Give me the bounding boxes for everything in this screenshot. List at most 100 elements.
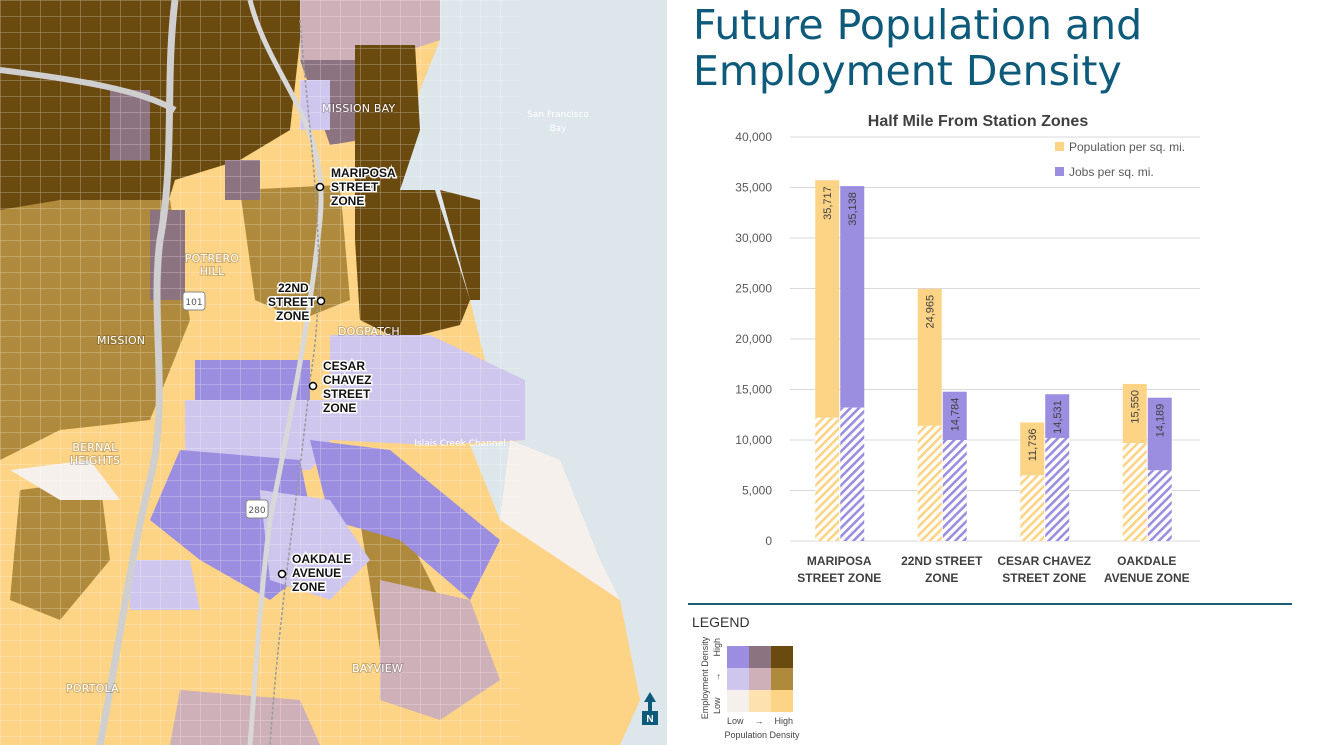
density-map[interactable]: 101 280 MISSION BAY POTRERO HILL MISSION … bbox=[0, 0, 667, 745]
data-label-0-0: 35,717 bbox=[822, 186, 834, 220]
chart-title: Half Mile From Station Zones bbox=[868, 113, 1089, 130]
bar-future-1-0 bbox=[840, 186, 865, 408]
north-arrow-label: N bbox=[646, 714, 653, 725]
legend-population-density-label: Population Density bbox=[724, 730, 800, 740]
y-tick-label: 5,000 bbox=[742, 484, 772, 498]
bar-future-1-3 bbox=[1147, 397, 1172, 471]
page-title: Future Population and Employment Density bbox=[693, 1, 1143, 95]
neighborhood-label-bernal-heights: BERNAL HEIGHTS bbox=[70, 441, 120, 467]
north-arrow-icon: N bbox=[642, 692, 658, 725]
station-22nd-street[interactable]: 22ND STREET ZONE bbox=[267, 280, 326, 325]
legend-cell bbox=[749, 668, 771, 690]
bar-existing-0-3 bbox=[1122, 443, 1147, 541]
legend-cell bbox=[749, 690, 771, 712]
neighborhood-label-bayview: BAYVIEW bbox=[352, 662, 403, 675]
bivariate-legend-grid bbox=[727, 646, 793, 712]
legend-y-high: High bbox=[712, 638, 722, 657]
data-label-1-2: 14,531 bbox=[1052, 400, 1064, 434]
category-label-0-line2: STREET ZONE bbox=[797, 571, 881, 585]
highway-80 bbox=[0, 67, 177, 113]
legend-cell bbox=[771, 668, 793, 690]
bar-existing-0-1 bbox=[917, 425, 942, 541]
chart-legend: Population per sq. mi. Jobs per sq. mi. bbox=[1055, 140, 1185, 179]
bar-future-0-2 bbox=[1020, 422, 1045, 476]
station-marker-icon[interactable] bbox=[308, 381, 318, 391]
data-label-0-3: 15,550 bbox=[1130, 390, 1142, 424]
bar-existing-1-1 bbox=[942, 440, 967, 541]
bar-existing-1-2 bbox=[1045, 437, 1070, 541]
legend-y-arrow: → bbox=[712, 672, 722, 682]
highway-101 bbox=[96, 0, 179, 745]
bar-future-1-1 bbox=[942, 391, 967, 440]
chart-canvas: Half Mile From Station Zones 0 5,000 10,00… bbox=[735, 113, 1200, 585]
station-marker-icon[interactable] bbox=[277, 569, 287, 579]
industrial-light bbox=[500, 440, 620, 600]
station-label-oakdale: OAKDALE AVENUE ZONE bbox=[292, 552, 351, 594]
legend-x-arrow: → bbox=[754, 716, 764, 726]
y-tick-label: 15,000 bbox=[735, 383, 772, 397]
legend-label-population: Population per sq. mi. bbox=[1069, 140, 1185, 154]
category-label-1-line2: ZONE bbox=[925, 571, 958, 585]
station-oakdale[interactable]: OAKDALE AVENUE ZONE bbox=[277, 551, 353, 596]
highway-280-label: 280 bbox=[248, 506, 265, 516]
bar-future-0-1 bbox=[917, 288, 942, 426]
legend-label-jobs: Jobs per sq. mi. bbox=[1069, 165, 1154, 179]
legend-employment-density-label: Employment Density bbox=[700, 636, 710, 720]
neighborhood-label-potrero-hill: POTRERO HILL bbox=[185, 252, 239, 278]
section-divider bbox=[688, 603, 1292, 605]
bar-existing-1-0 bbox=[840, 407, 865, 541]
highway-280-shield bbox=[245, 499, 269, 519]
legend-swatch-population bbox=[1055, 142, 1064, 151]
neighborhood-label-mission-bay: MISSION BAY bbox=[322, 102, 396, 115]
y-tick-label: 20,000 bbox=[735, 332, 772, 346]
legend-x-high: High bbox=[774, 716, 793, 726]
bar-existing-1-3 bbox=[1147, 470, 1172, 541]
bar-existing-0-2 bbox=[1020, 475, 1045, 541]
legend-swatch-jobs bbox=[1055, 167, 1064, 176]
legend-y-low: Low bbox=[712, 697, 722, 714]
legend-y-axis: Low → High bbox=[712, 638, 722, 714]
neighborhood-label-mission: MISSION bbox=[97, 334, 145, 347]
rail-line bbox=[269, 19, 320, 745]
legend-cell bbox=[727, 646, 749, 668]
legend-title: LEGEND bbox=[692, 614, 750, 630]
data-label-1-1: 14,784 bbox=[950, 398, 962, 432]
legend-cell bbox=[749, 646, 771, 668]
highway-101-label: 101 bbox=[185, 298, 202, 308]
legend-x-low: Low bbox=[727, 716, 744, 726]
bar-future-0-0 bbox=[815, 180, 840, 418]
station-label-22nd: 22ND STREET ZONE bbox=[268, 281, 316, 323]
station-marker-icon[interactable] bbox=[316, 296, 326, 306]
station-cesar-chavez[interactable]: CESAR CHAVEZ STREET ZONE bbox=[308, 358, 373, 417]
bar-future-0-3 bbox=[1122, 383, 1147, 444]
station-marker-icon[interactable] bbox=[315, 182, 325, 192]
station-mariposa[interactable]: MARIPOSA STREET ZONE bbox=[315, 165, 398, 210]
y-tick-label: 0 bbox=[765, 534, 772, 548]
station-label-mariposa: MARIPOSA STREET ZONE bbox=[331, 166, 396, 208]
bar-future-1-2 bbox=[1045, 394, 1070, 438]
highway-101-shield bbox=[182, 291, 206, 311]
category-label-2-line2: STREET ZONE bbox=[1002, 571, 1086, 585]
legend-cell bbox=[771, 690, 793, 712]
water-label-bay: San Francisco Bay bbox=[527, 110, 589, 134]
data-label-1-3: 14,189 bbox=[1155, 404, 1167, 438]
y-tick-label: 35,000 bbox=[735, 181, 772, 195]
y-tick-label: 10,000 bbox=[735, 433, 772, 447]
neighborhood-label-dogpatch: DOGPATCH bbox=[338, 325, 400, 338]
category-label-1: 22ND STREET bbox=[901, 554, 983, 568]
station-label-cesar-chavez: CESAR CHAVEZ STREET ZONE bbox=[323, 359, 371, 415]
category-label-2: CESAR CHAVEZ bbox=[997, 554, 1091, 568]
water-label-islais-creek: Islais Creek Channel bbox=[414, 439, 505, 449]
y-tick-label: 25,000 bbox=[735, 282, 772, 296]
data-label-1-0: 35,138 bbox=[847, 192, 859, 226]
legend-cell bbox=[727, 668, 749, 690]
data-label-0-2: 11,736 bbox=[1027, 428, 1039, 461]
highway-280 bbox=[247, 0, 324, 745]
y-tick-label: 40,000 bbox=[735, 130, 772, 144]
legend-cell bbox=[727, 690, 749, 712]
category-label-0: MARIPOSA bbox=[807, 554, 872, 568]
category-label-3-line2: AVENUE ZONE bbox=[1104, 571, 1190, 585]
density-bar-chart: Half Mile From Station Zones 0 5,000 10,00… bbox=[690, 100, 1320, 595]
bar-existing-0-0 bbox=[815, 417, 840, 541]
legend-cell bbox=[771, 646, 793, 668]
